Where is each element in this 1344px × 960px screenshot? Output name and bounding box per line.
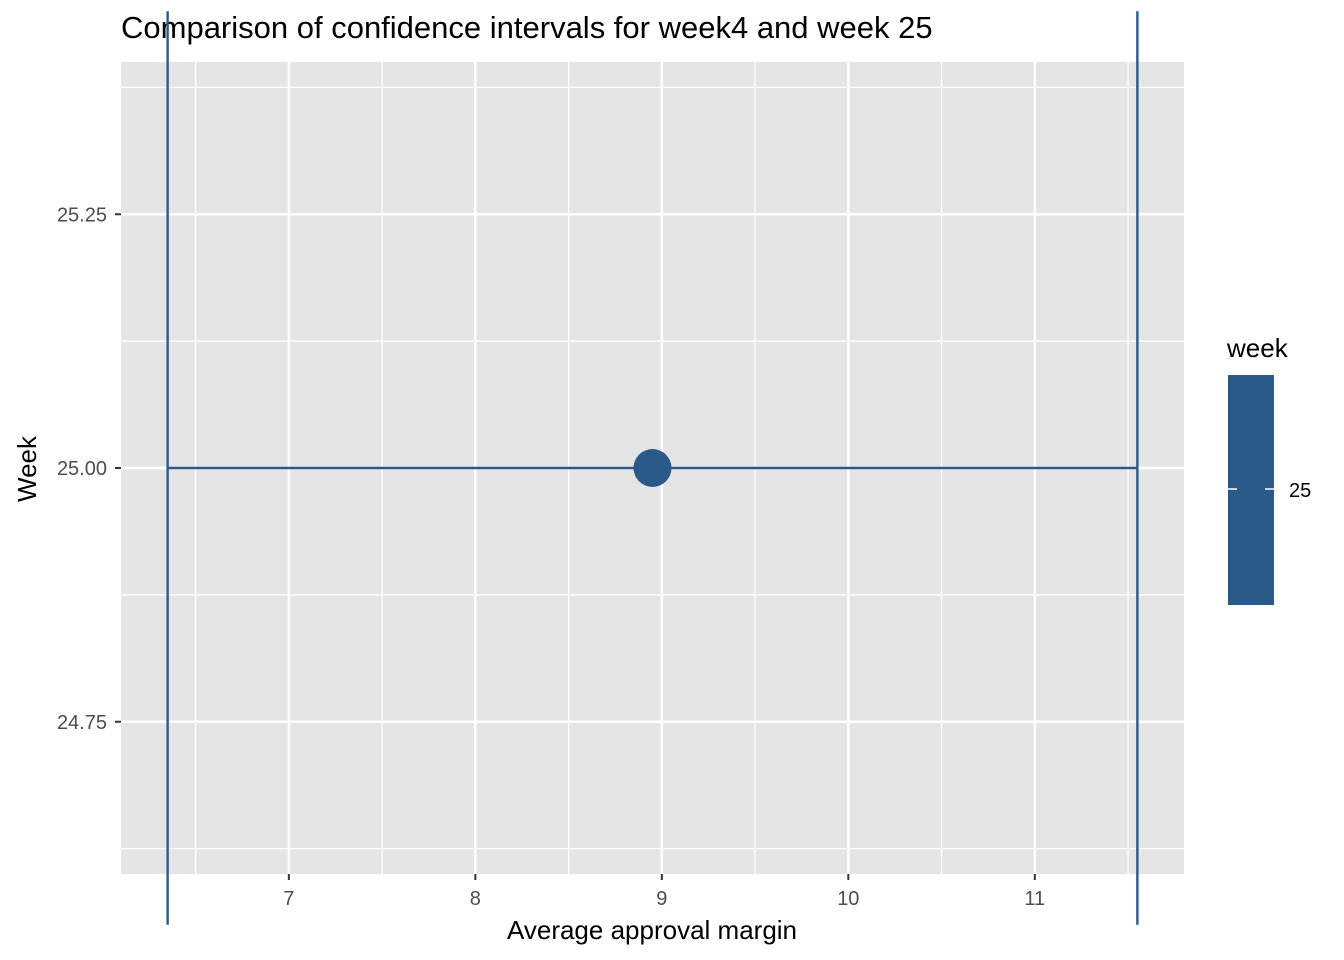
y-axis-title: Week <box>12 435 42 502</box>
x-axis-title: Average approval margin <box>507 915 797 945</box>
x-tick-label: 10 <box>837 888 859 910</box>
y-axis: 24.75 25.00 25.25 <box>57 204 121 734</box>
data-marks <box>166 11 1139 925</box>
x-tick-label: 8 <box>470 888 481 910</box>
legend-label: 25 <box>1289 480 1311 502</box>
legend-colorbar <box>1228 375 1274 605</box>
y-tick-label: 25.25 <box>57 204 107 226</box>
y-tick-label: 24.75 <box>57 712 107 734</box>
legend: week 25 <box>1226 333 1311 605</box>
x-tick-label: 11 <box>1024 888 1045 910</box>
x-tick-label: 7 <box>283 888 294 910</box>
chart-title: Comparison of confidence intervals for w… <box>121 10 933 45</box>
data-point <box>633 449 672 487</box>
x-tick-label: 9 <box>656 888 667 910</box>
y-tick-label: 25.00 <box>57 458 107 480</box>
legend-title: week <box>1226 333 1289 363</box>
x-axis: 7 8 9 10 11 <box>283 874 1045 910</box>
